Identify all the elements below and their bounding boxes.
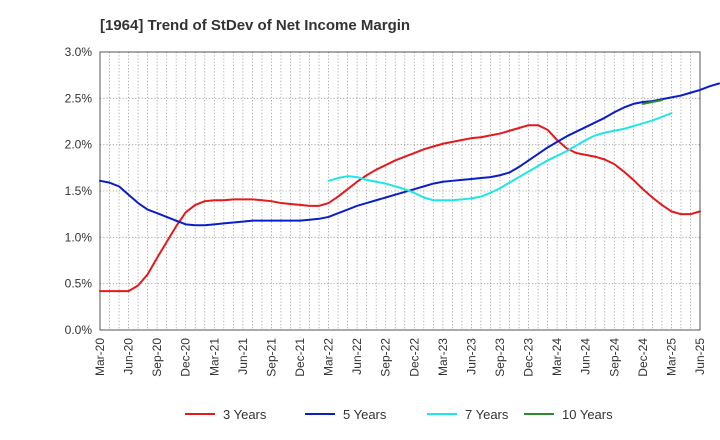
x-tick-label: Mar-23 [436,338,450,376]
x-tick-label: Sep-22 [379,338,393,377]
x-tick-label: Mar-25 [664,338,678,376]
x-tick-label: Jun-20 [122,338,136,375]
legend-label: 10 Years [562,407,613,422]
plot-frame [99,51,701,331]
x-tick-label: Mar-24 [550,338,564,376]
series-line-3 [327,112,673,202]
x-tick-label: Dec-23 [522,338,536,377]
x-tick-label: Jun-24 [579,338,593,375]
x-tick-label: Jun-25 [693,338,707,375]
series-line-1 [99,124,701,293]
x-tick-label: Mar-21 [207,338,221,376]
x-tick-label: Jun-21 [236,338,250,375]
series-line-4 [641,99,663,105]
y-tick-label: 1.5% [65,184,93,198]
legend-label: 7 Years [465,407,509,422]
chart-title: [1964] Trend of StDev of Net Income Marg… [100,17,410,34]
y-tick-label: 0.0% [65,323,93,337]
x-tick-label: Sep-20 [150,338,164,377]
x-tick-label: Sep-21 [264,338,278,377]
series-layer [99,82,720,293]
x-tick-label: Dec-22 [407,338,421,377]
x-tick-label: Jun-22 [350,338,364,375]
x-tick-label: Jun-23 [464,338,478,375]
y-tick-label: 0.5% [65,277,93,291]
x-tick-label: Dec-24 [636,338,650,377]
legend-label: 3 Years [223,407,267,422]
x-axis: Mar-20 Jun-20 Sep-20 Dec-20 Mar-21 Jun-21 Sep-… [93,338,707,377]
grid [99,51,701,331]
x-tick-label: Dec-20 [179,338,193,377]
y-tick-label: 1.0% [65,230,93,244]
y-axis: 0.0% 0.5% 1.0% 1.5% 2.0% 2.5% 3.0% [65,45,93,337]
y-tick-label: 2.0% [65,138,93,152]
x-tick-label: Mar-22 [322,338,336,376]
plot-border [99,51,701,331]
x-tick-label: Dec-21 [293,338,307,377]
legend-label: 5 Years [343,407,387,422]
y-tick-label: 2.5% [65,91,93,105]
y-tick-label: 3.0% [65,45,93,59]
x-tick-label: Sep-23 [493,338,507,377]
x-tick-label: Mar-20 [93,338,107,376]
legend: 3 Years 5 Years 7 Years 10 Years [185,407,613,422]
x-tick-label: Sep-24 [607,338,621,377]
